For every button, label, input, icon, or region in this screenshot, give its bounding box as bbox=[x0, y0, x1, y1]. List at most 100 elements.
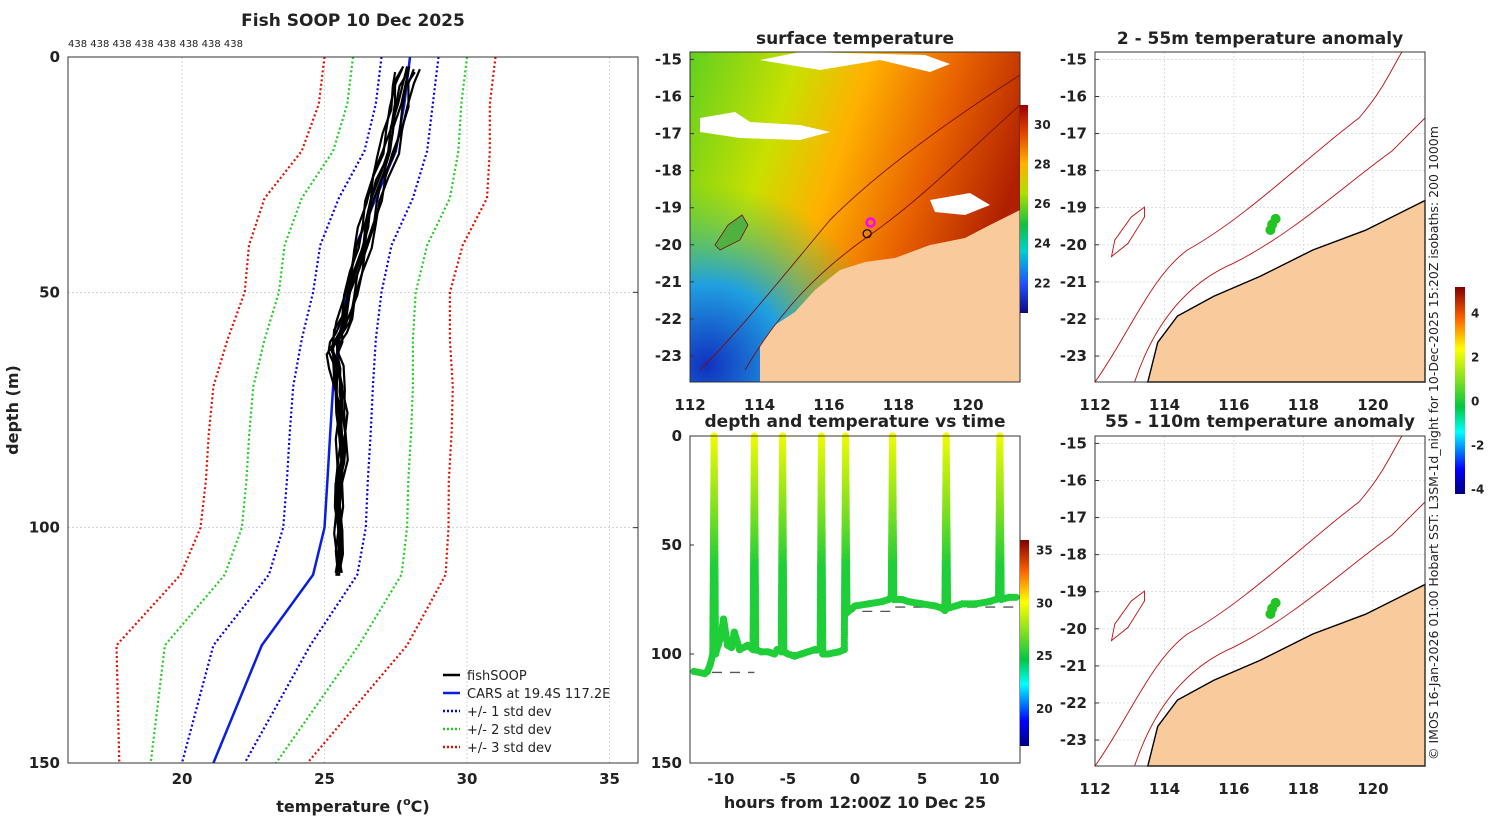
anomaly-upper-point bbox=[1270, 213, 1281, 224]
profile-xlabel: temperature (oC) bbox=[276, 795, 429, 816]
sst-ytick-label: -19 bbox=[655, 199, 682, 217]
anomaly-upper-xtick-label: 120 bbox=[1357, 396, 1388, 414]
anomaly-lower-xtick-label: 114 bbox=[1149, 780, 1180, 798]
sst-colorbar-ticks: 22 24 26 28 30 bbox=[1034, 118, 1051, 290]
timeseries-colorbar-label: 30 bbox=[1036, 596, 1053, 610]
sst-land bbox=[760, 210, 1020, 382]
anomaly-lower-reef bbox=[1110, 590, 1145, 642]
profile-fishsoop-cast bbox=[336, 68, 421, 574]
anomaly-lower-ytick-label: -19 bbox=[1060, 583, 1087, 601]
anomaly-lower-xtick-label: 120 bbox=[1357, 780, 1388, 798]
anomaly-upper-ytick-label: -15 bbox=[1060, 50, 1087, 68]
timeseries-colorbar-label: 20 bbox=[1036, 702, 1053, 716]
anomaly-lower-panel: 55 - 110m temperature anomaly 112 114 116 1… bbox=[1060, 412, 1426, 798]
anomaly-lower-ytick-label: -20 bbox=[1060, 620, 1087, 638]
anomaly-upper-ytick-label: -23 bbox=[1060, 347, 1087, 365]
timeseries-xtick-label: -5 bbox=[780, 770, 797, 788]
profile-xtick-label: 30 bbox=[457, 770, 478, 788]
profile-legend-label: fishSOOP bbox=[467, 669, 527, 684]
profile-fishsoop-cast bbox=[331, 71, 409, 576]
timeseries-ytick-label: 50 bbox=[661, 536, 682, 554]
anomaly-lower-ytick-label: -18 bbox=[1060, 546, 1087, 564]
anomaly-upper-isobath-200 bbox=[1134, 117, 1426, 383]
anomaly-lower-ytick-label: -15 bbox=[1060, 434, 1087, 452]
profile-std-plus-2 bbox=[275, 57, 469, 763]
anomaly-upper-xtick-label: 112 bbox=[1079, 396, 1110, 414]
anomaly-upper-ytick-label: -21 bbox=[1060, 273, 1087, 291]
timeseries-colorbar bbox=[1020, 540, 1029, 746]
profile-ytick-label: 150 bbox=[29, 754, 60, 772]
profile-std-minus-1 bbox=[180, 57, 383, 763]
anomaly-upper-xtick-label: 116 bbox=[1218, 396, 1249, 414]
anomaly-upper-panel: 2 - 55m temperature anomaly 112 114 116 118… bbox=[1060, 29, 1426, 414]
profile-ytick-label: 100 bbox=[29, 519, 60, 537]
sst-ytick-label: -17 bbox=[655, 125, 682, 143]
timeseries-frame bbox=[689, 435, 1021, 764]
profile-legend-label: +/- 3 std dev bbox=[467, 741, 552, 756]
profile-xtick-label: 20 bbox=[172, 770, 193, 788]
sst-ytick-label: -20 bbox=[655, 236, 682, 254]
sst-marker-current bbox=[865, 217, 876, 228]
timeseries-title: depth and temperature vs time bbox=[705, 412, 1006, 432]
timeseries-colorbar-label: 25 bbox=[1036, 649, 1053, 663]
sst-image bbox=[690, 52, 1020, 382]
timeseries-colorbar-label: 35 bbox=[1036, 544, 1053, 558]
anomaly-upper-xtick-label: 114 bbox=[1149, 396, 1180, 414]
anomaly-lower-frame bbox=[1094, 435, 1426, 767]
sst-isobath-1000 bbox=[699, 74, 1020, 371]
profile-axes-frame bbox=[67, 56, 639, 764]
sst-ytick-label: -23 bbox=[655, 347, 682, 365]
sst-colorbar-label: 30 bbox=[1034, 118, 1051, 132]
anomaly-upper-frame bbox=[1094, 51, 1426, 383]
anomaly-upper-ytick-label: -16 bbox=[1060, 87, 1087, 105]
anomaly-lower-ytick-label: -17 bbox=[1060, 509, 1087, 527]
anomaly-colorbar bbox=[1455, 287, 1465, 494]
timeseries-xtick-label: 10 bbox=[979, 770, 1000, 788]
profile-legend-label: +/- 1 std dev bbox=[467, 705, 552, 720]
anomaly-upper-ytick-label: -18 bbox=[1060, 162, 1087, 180]
sst-ytick-label: -15 bbox=[655, 50, 682, 68]
timeseries-xtick-label: -10 bbox=[707, 770, 734, 788]
sst-xtick-label: 120 bbox=[952, 396, 983, 414]
anomaly-upper-ytick-label: -17 bbox=[1060, 125, 1087, 143]
timeseries-ytick-label: 0 bbox=[672, 427, 682, 445]
timeseries-xtick-label: 0 bbox=[850, 770, 860, 788]
anomaly-upper-ytick-label: -20 bbox=[1060, 236, 1087, 254]
sst-xtick-label: 112 bbox=[674, 396, 705, 414]
profile-std-minus-2 bbox=[149, 57, 355, 763]
sst-reef bbox=[714, 214, 749, 251]
anomaly-upper-ytick-label: -22 bbox=[1060, 310, 1087, 328]
timeseries-reference-depths bbox=[694, 606, 1016, 674]
anomaly-upper-isobath-1000 bbox=[1094, 51, 1403, 383]
sst-colorbar-label: 24 bbox=[1034, 237, 1051, 251]
profile-std-plus-3 bbox=[306, 57, 497, 763]
sst-colorbar-label: 28 bbox=[1034, 157, 1051, 171]
sst-marker-previous bbox=[862, 229, 872, 239]
timeseries-xtick-label: 5 bbox=[917, 770, 927, 788]
timeseries-ytick-label: 100 bbox=[651, 645, 682, 663]
sst-ticks: 112 114 116 118 120 -15 -16 -17 -18 -19 -20 -21 -22 -… bbox=[655, 50, 984, 414]
sst-panel: surface temperature 112 114 116 118 120 -15 -1… bbox=[655, 29, 1051, 414]
sst-xtick-label: 118 bbox=[883, 396, 914, 414]
timeseries-panel: depth and temperature vs time -10 -5 0 5 100… bbox=[651, 412, 1053, 812]
anomaly-lower-ytick-label: -23 bbox=[1060, 731, 1087, 749]
profile-ytick-label: 0 bbox=[50, 48, 60, 66]
sst-title: surface temperature bbox=[756, 29, 954, 49]
profile-legend-label: +/- 2 std dev bbox=[467, 723, 552, 738]
profile-grid bbox=[68, 56, 638, 764]
anomaly-lower-ytick-label: -16 bbox=[1060, 471, 1087, 489]
anomaly-lower-ytick-label: -21 bbox=[1060, 657, 1087, 675]
anomaly-lower-xtick-label: 116 bbox=[1218, 780, 1249, 798]
profile-lines bbox=[115, 57, 497, 763]
sst-isobath-200 bbox=[744, 104, 1020, 371]
sst-cloud-gap bbox=[760, 52, 950, 72]
timeseries-colorbar-ticks: 20 25 30 35 bbox=[1036, 544, 1053, 716]
anomaly-upper-reef bbox=[1110, 206, 1145, 258]
profile-ticks: 20 25 30 35 0 50 100 150 bbox=[29, 48, 638, 788]
timeseries-ytick-label: 150 bbox=[651, 754, 682, 772]
anomaly-colorbar-label: 0 bbox=[1471, 395, 1479, 409]
anomaly-lower-ytick-label: -22 bbox=[1060, 694, 1087, 712]
timeseries-point bbox=[1012, 593, 1020, 601]
sst-colorbar-label: 26 bbox=[1034, 197, 1051, 211]
